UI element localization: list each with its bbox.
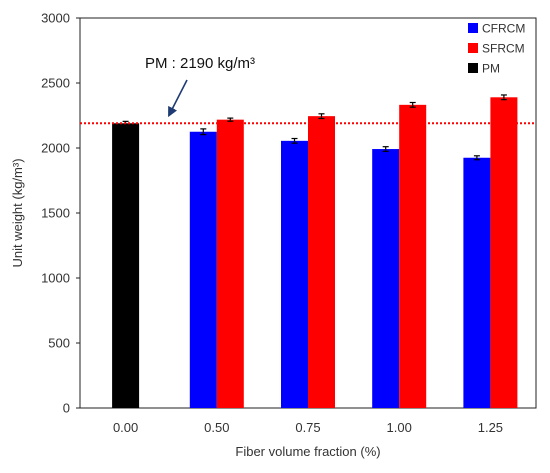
y-tick-label: 0	[63, 401, 70, 416]
bar-sfrcm	[308, 116, 335, 409]
bar-cfrcm	[372, 149, 400, 409]
legend-swatch-cfrcm	[468, 23, 478, 33]
error-bars	[122, 94, 507, 161]
bar-sfrcm	[490, 97, 518, 409]
bar-cfrcm	[281, 140, 308, 408]
bars	[112, 97, 518, 409]
legend-swatch-sfrcm	[468, 43, 478, 53]
bar-cfrcm	[463, 157, 491, 408]
y-tick-label: 1000	[41, 271, 70, 286]
y-tick-label: 2500	[41, 76, 70, 91]
x-tick-label: 0.00	[113, 420, 138, 435]
annotation-text: PM : 2190 kg/m³	[145, 55, 255, 72]
bar-sfrcm	[216, 119, 244, 408]
bar-pm	[112, 123, 140, 409]
x-tick-label: 1.25	[478, 420, 503, 435]
y-tick-label: 500	[48, 336, 70, 351]
y-tick-label: 1500	[41, 206, 70, 221]
legend-label-sfrcm: SFRCM	[482, 42, 525, 56]
x-axis-title: Fiber volume fraction (%)	[235, 444, 380, 459]
y-tick-label: 2000	[41, 141, 70, 156]
y-tick-label: 3000	[41, 11, 70, 26]
bar-sfrcm	[399, 104, 427, 408]
axes: 0 500 1000 1500 2000 2500 3000 0.00 0.50 0.75 1.00…	[41, 11, 537, 435]
x-tick-label: 1.00	[387, 420, 412, 435]
legend-label-cfrcm: CFRCM	[482, 22, 525, 36]
annotation-arrow	[168, 79, 188, 118]
x-tick-label: 0.75	[295, 420, 320, 435]
legend-swatch-pm	[468, 63, 478, 73]
bar-cfrcm	[189, 131, 217, 408]
x-tick-label: 0.50	[204, 420, 229, 435]
annotation-group: PM : 2190 kg/m³	[145, 55, 255, 118]
y-axis-title: Unit weight (kg/m³)	[10, 158, 25, 267]
legend: CFRCM SFRCM PM	[468, 22, 525, 76]
legend-label-pm: PM	[482, 62, 500, 76]
